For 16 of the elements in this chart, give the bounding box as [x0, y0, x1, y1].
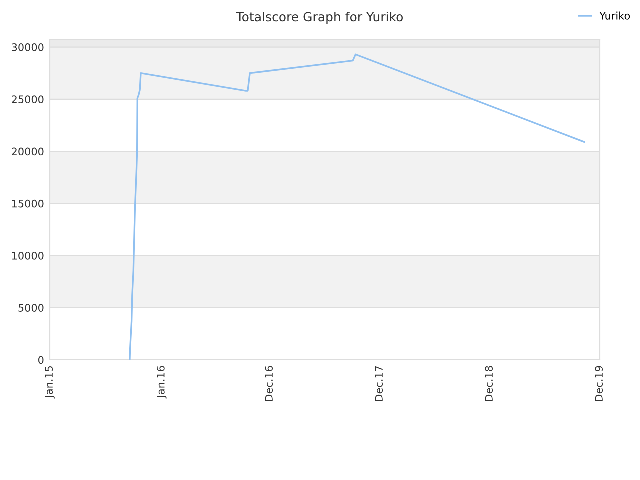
y-tick-label: 0	[38, 356, 44, 364]
y-tick-label: 25000	[12, 96, 44, 104]
x-tick-label: Dec.16	[265, 366, 274, 402]
x-tick-label: Jan.15	[45, 366, 55, 399]
x-tick-label: Dec.18	[485, 366, 494, 402]
y-tick-label: 10000	[12, 252, 44, 260]
line-series	[129, 54, 586, 360]
x-tick-label: Jan.16	[156, 366, 167, 399]
x-tick-label: Dec.17	[375, 366, 384, 402]
y-tick-label: 15000	[12, 200, 44, 208]
y-tick-label: 30000	[12, 44, 44, 52]
x-tick-label: Dec.19	[595, 366, 604, 402]
y-tick-label: 20000	[12, 148, 44, 156]
legend-label: Yuriko	[600, 12, 630, 20]
chart-title: Totalscore Graph for Yuriko	[236, 12, 404, 24]
y-tick-label: 5000	[18, 304, 44, 312]
